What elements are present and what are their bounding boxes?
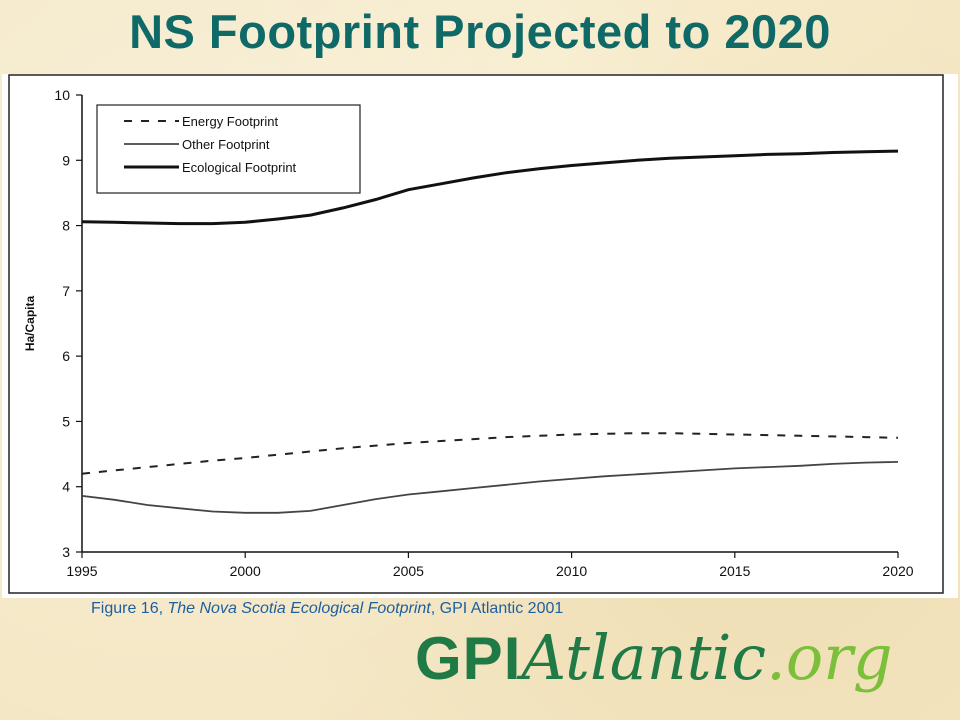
- legend-label-other-footprint: Other Footprint: [182, 137, 270, 152]
- caption-suffix: , GPI Atlantic 2001: [430, 600, 564, 617]
- series-line-energy-footprint: [81, 432, 899, 475]
- y-axis-label: Ha/Capita: [23, 296, 37, 352]
- x-tick-label-2020: 2020: [882, 563, 913, 579]
- x-tick-label-1995: 1995: [66, 563, 97, 579]
- x-tick-label-2005: 2005: [393, 563, 424, 579]
- x-tick-label-2000: 2000: [230, 563, 261, 579]
- logo-atlantic-text: Atlantic: [521, 621, 767, 694]
- logo-gpi-text: GPI: [415, 625, 522, 692]
- y-tick-label-3: 3: [62, 544, 70, 560]
- y-tick-label-10: 10: [54, 87, 70, 103]
- logo-org-text: .org: [766, 621, 893, 694]
- series-line-other-footprint: [81, 461, 899, 514]
- y-tick-label-8: 8: [62, 218, 70, 234]
- slide-title: NS Footprint Projected to 2020: [129, 5, 831, 58]
- caption-prefix: Figure 16,: [91, 600, 168, 617]
- y-tick-label-5: 5: [62, 413, 70, 429]
- chart-panel: 3 4 5 6 7 8 9 10 1995 2000 2005 2010 2015 2020 Ha/Capi…: [2, 74, 958, 598]
- legend-label-ecological-footprint: Ecological Footprint: [182, 160, 297, 175]
- series-line-ecological-footprint: [81, 149, 899, 226]
- chart-frame: [8, 74, 944, 594]
- caption-italic-title: The Nova Scotia Ecological Footprint: [167, 600, 431, 617]
- y-tick-label-6: 6: [62, 348, 70, 364]
- legend-label-energy-footprint: Energy Footprint: [182, 114, 278, 129]
- gpi-atlantic-logo: GPIAtlantic.org: [415, 618, 893, 698]
- y-tick-label-4: 4: [62, 479, 70, 495]
- y-tick-label-7: 7: [62, 283, 70, 299]
- figure-caption: Figure 16, The Nova Scotia Ecological Fo…: [91, 600, 563, 618]
- y-tick-label-9: 9: [62, 152, 70, 168]
- x-tick-label-2010: 2010: [556, 563, 587, 579]
- line-chart: 3 4 5 6 7 8 9 10 1995 2000 2005 2010 2015 2020 Ha/Capi…: [8, 74, 944, 594]
- x-tick-label-2015: 2015: [719, 563, 750, 579]
- legend-box: [96, 104, 361, 194]
